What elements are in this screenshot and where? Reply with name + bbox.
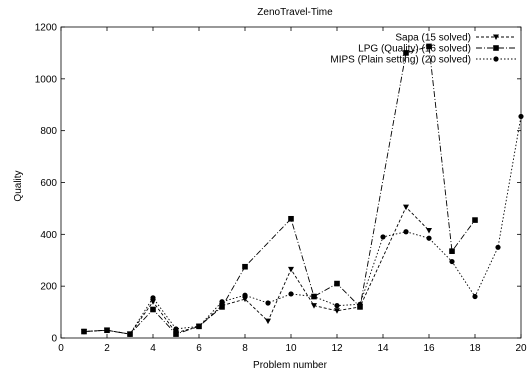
data-point bbox=[334, 308, 340, 314]
series-3 bbox=[81, 113, 524, 337]
legend-label: MIPS (Plain setting) (20 solved) bbox=[330, 55, 471, 66]
data-point bbox=[403, 229, 409, 235]
data-point bbox=[357, 301, 363, 307]
data-point bbox=[104, 327, 110, 333]
data-point bbox=[127, 331, 133, 337]
data-point bbox=[449, 248, 455, 254]
y-tick-label: 800 bbox=[40, 126, 57, 137]
data-point bbox=[426, 43, 432, 50]
data-point bbox=[219, 299, 225, 305]
chart-title: ZenoTravel-Time bbox=[257, 7, 333, 18]
data-point bbox=[242, 292, 248, 298]
data-point bbox=[311, 303, 317, 309]
data-point bbox=[495, 244, 501, 250]
legend-marker bbox=[493, 56, 499, 62]
data-point bbox=[403, 204, 409, 211]
data-point bbox=[219, 304, 225, 310]
data-point bbox=[311, 293, 317, 300]
legend-marker bbox=[493, 34, 499, 40]
x-tick-label: 18 bbox=[469, 343, 481, 354]
series-line bbox=[83, 45, 476, 335]
data-point bbox=[265, 318, 271, 325]
data-point bbox=[242, 263, 248, 270]
data-point bbox=[288, 266, 294, 273]
data-point bbox=[472, 293, 478, 300]
x-tick-label: 10 bbox=[285, 343, 297, 354]
x-tick-label: 16 bbox=[423, 343, 435, 354]
data-point bbox=[265, 300, 271, 306]
y-tick-label: 1200 bbox=[35, 23, 58, 34]
data-point bbox=[403, 50, 409, 56]
x-tick-label: 20 bbox=[515, 343, 527, 354]
legend-label: Sapa (15 solved) bbox=[395, 33, 471, 44]
data-point bbox=[242, 296, 248, 303]
x-tick-label: 6 bbox=[196, 343, 202, 354]
x-tick-label: 4 bbox=[150, 343, 156, 354]
data-point bbox=[288, 215, 294, 222]
data-point bbox=[334, 280, 340, 287]
y-axis-label: Quality bbox=[13, 170, 24, 201]
x-tick-label: 12 bbox=[331, 343, 343, 354]
data-point bbox=[518, 113, 524, 120]
data-point bbox=[150, 295, 156, 301]
legend: Sapa (15 solved)LPG (Quality) (16 solved… bbox=[330, 33, 516, 66]
x-tick-label: 0 bbox=[58, 343, 64, 354]
y-tick-label: 400 bbox=[40, 230, 57, 241]
y-tick-label: 200 bbox=[40, 282, 57, 293]
data-point bbox=[173, 331, 179, 337]
data-point bbox=[288, 291, 294, 297]
data-point bbox=[426, 235, 432, 241]
y-tick-label: 600 bbox=[40, 178, 57, 189]
data-point bbox=[472, 217, 478, 223]
data-point bbox=[150, 306, 156, 313]
y-tick-label: 1000 bbox=[35, 74, 58, 85]
x-tick-label: 8 bbox=[242, 343, 248, 354]
data-point bbox=[426, 227, 432, 234]
data-point bbox=[81, 328, 87, 335]
series-line bbox=[83, 116, 522, 335]
x-tick-label: 14 bbox=[377, 343, 389, 354]
series-line bbox=[83, 206, 430, 335]
data-point bbox=[449, 258, 455, 265]
legend-label: LPG (Quality) (16 solved) bbox=[358, 44, 471, 55]
x-axis-label: Problem number bbox=[253, 360, 328, 371]
series-layer bbox=[81, 43, 524, 338]
data-point bbox=[380, 234, 386, 240]
legend-marker bbox=[493, 45, 499, 51]
series-2 bbox=[81, 43, 478, 337]
data-point bbox=[173, 326, 179, 332]
x-tick-label: 2 bbox=[104, 343, 110, 354]
y-tick-label: 0 bbox=[51, 334, 57, 345]
series-1 bbox=[81, 204, 432, 338]
data-point bbox=[196, 323, 202, 329]
data-point bbox=[334, 303, 340, 309]
